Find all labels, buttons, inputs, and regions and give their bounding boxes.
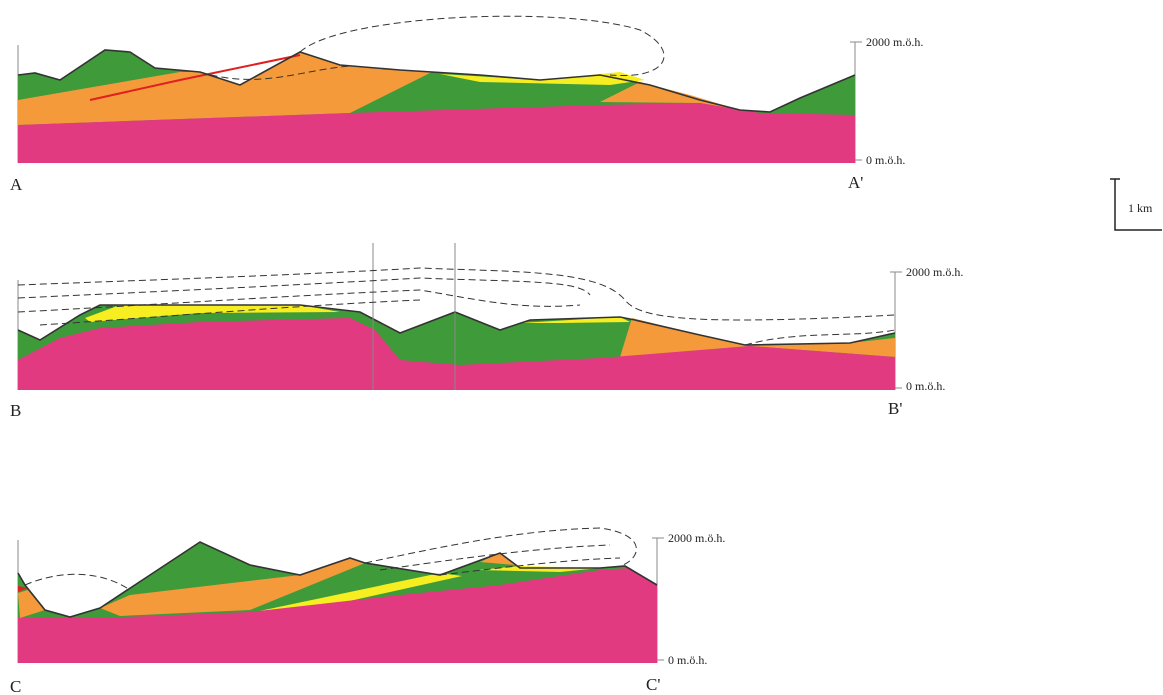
- section-end: C': [646, 675, 660, 694]
- cross-sections: A A' 2000 m.ö.h. 0 m.ö.h. B B' 2000 m.ö.…: [0, 0, 1163, 695]
- section-c: C C' 2000 m.ö.h. 0 m.ö.h.: [10, 528, 725, 695]
- scale-label: 1 km: [1128, 201, 1153, 215]
- bottom-label: 0 m.ö.h.: [668, 653, 707, 667]
- bottom-label: 0 m.ö.h.: [866, 153, 905, 167]
- section-start: C: [10, 677, 21, 695]
- top-label: 2000 m.ö.h.: [906, 265, 963, 279]
- top-label: 2000 m.ö.h.: [866, 35, 923, 49]
- bottom-label: 0 m.ö.h.: [906, 379, 945, 393]
- scale-bar: 1 km: [1110, 179, 1162, 230]
- section-end: A': [848, 173, 863, 192]
- section-end: B': [888, 399, 902, 418]
- section-start: B: [10, 401, 21, 420]
- section-b: B B' 2000 m.ö.h. 0 m.ö.h.: [10, 243, 963, 420]
- section-a: A A' 2000 m.ö.h. 0 m.ö.h.: [10, 16, 923, 194]
- top-label: 2000 m.ö.h.: [668, 531, 725, 545]
- section-start: A: [10, 175, 23, 194]
